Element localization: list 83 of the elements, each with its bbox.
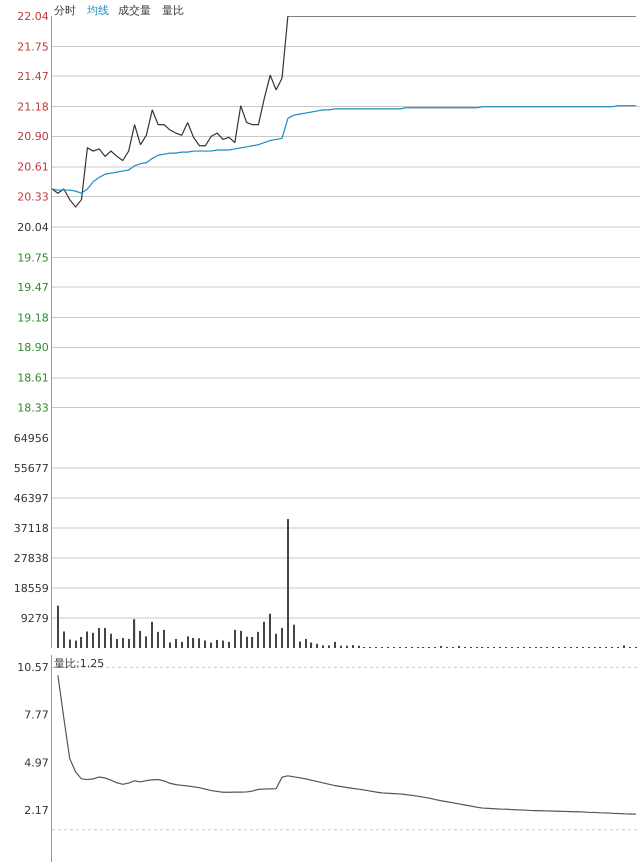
y-tick-label: 46397	[14, 492, 49, 505]
y-tick-label: 21.75	[17, 40, 49, 54]
y-tick-label: 37118	[14, 522, 49, 535]
y-tick-label: 21.47	[17, 70, 49, 83]
bar	[281, 628, 283, 648]
bar	[181, 642, 183, 648]
bar	[228, 642, 230, 648]
bar	[80, 637, 82, 648]
annotation: 成交量	[118, 4, 151, 17]
bar	[128, 638, 130, 648]
y-tick-label: 20.04	[17, 220, 49, 234]
y-tick-label: 64956	[14, 432, 49, 445]
annotation: 量比	[162, 4, 184, 17]
y-tick-label: 21.18	[17, 100, 49, 114]
y-tick-label: 7.77	[24, 708, 49, 722]
y-tick-label: 22.04	[17, 10, 49, 23]
bar	[210, 642, 212, 648]
bar	[122, 638, 124, 648]
y-tick-label: 18.61	[17, 372, 49, 385]
bar	[275, 634, 277, 648]
bar	[257, 632, 260, 648]
bar	[287, 519, 289, 648]
y-tick-label: 10.57	[17, 661, 49, 674]
bar	[623, 645, 625, 648]
bar	[92, 632, 94, 648]
bar	[316, 644, 318, 648]
y-tick-label: 18.33	[17, 401, 49, 414]
y-tick-label: 18.90	[17, 341, 49, 354]
bar	[157, 632, 159, 648]
bar	[86, 632, 88, 648]
bar	[187, 636, 189, 648]
line-series	[52, 105, 636, 194]
y-tick-label: 9279	[20, 612, 49, 625]
bar	[246, 636, 248, 648]
y-tick-label: 19.18	[17, 312, 49, 325]
bar	[104, 628, 106, 648]
bar	[163, 630, 165, 648]
bar	[192, 638, 194, 648]
bar	[69, 640, 71, 648]
bar	[269, 614, 271, 648]
y-tick-label: 27838	[14, 552, 49, 565]
y-tick-label: 20.61	[17, 160, 49, 174]
line-series	[57, 674, 636, 815]
bar	[293, 624, 295, 648]
bar	[63, 632, 65, 648]
bar	[139, 630, 142, 648]
bar	[145, 636, 147, 648]
bar	[334, 642, 336, 648]
bar	[234, 630, 236, 648]
bar	[352, 645, 354, 648]
y-tick-label: 20.33	[17, 190, 49, 204]
bar	[299, 642, 301, 648]
y-tick-label: 20.90	[17, 130, 49, 144]
bar	[98, 628, 100, 648]
bar	[169, 642, 171, 648]
annotation: 量比:1.25	[54, 657, 104, 670]
bar	[116, 638, 118, 648]
bar	[151, 622, 153, 648]
bar	[251, 637, 254, 648]
bar	[175, 638, 177, 648]
bar	[305, 638, 307, 648]
bar	[240, 630, 242, 648]
bar	[75, 640, 77, 648]
text: 分时	[54, 4, 76, 17]
line-series	[52, 16, 636, 208]
y-tick-label: 2.17	[24, 804, 49, 817]
bar	[322, 645, 324, 648]
y-tick-label: 55677	[14, 462, 49, 475]
y-tick-label: 19.47	[17, 280, 49, 294]
bar	[204, 640, 206, 648]
text: 均线	[86, 4, 109, 17]
y-tick-label: 19.75	[17, 251, 49, 264]
bar	[133, 619, 136, 648]
bar	[57, 606, 59, 648]
bar	[110, 634, 112, 648]
bar	[328, 645, 330, 648]
bar	[310, 642, 312, 648]
y-tick-label: 4.97	[24, 756, 49, 770]
bar	[222, 640, 224, 648]
y-tick-label: 18559	[14, 582, 49, 595]
bar	[216, 640, 218, 648]
bar	[263, 622, 265, 648]
bar	[198, 638, 200, 648]
